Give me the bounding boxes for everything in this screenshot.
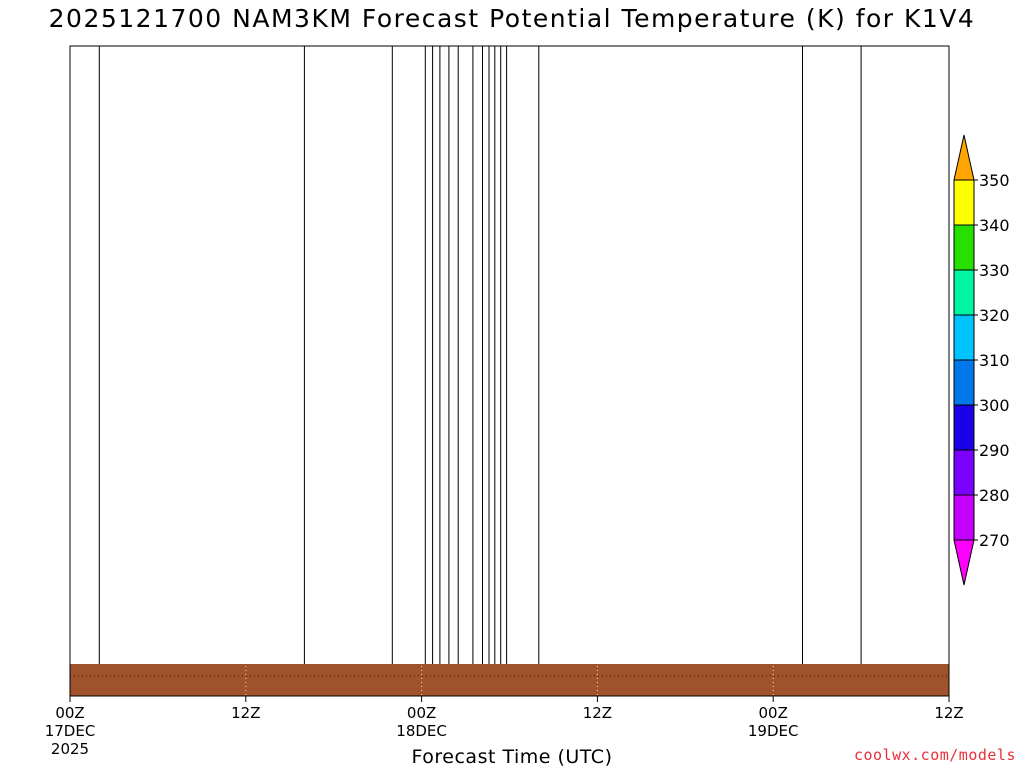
colorbar-segment [953, 314, 975, 361]
contour-line-336 [432, 46, 483, 696]
colorbar-segment [953, 269, 975, 316]
colorbar-label: 350 [979, 171, 1010, 190]
colorbar-label: 310 [979, 351, 1010, 370]
colorbar-segment [953, 179, 975, 226]
colorbar-bottom-arrow [953, 539, 975, 586]
x-tick-date: 18DEC [396, 722, 447, 740]
contour-line-328 [506, 46, 862, 696]
x-tick-date: 19DEC [748, 722, 799, 740]
contour-line-330 [98, 46, 949, 696]
ground-surface [70, 664, 949, 696]
contour-line-340 [448, 46, 459, 696]
colorbar-label: 280 [979, 486, 1010, 505]
x-tick-label: 12Z [934, 704, 963, 722]
grid-lines [70, 46, 949, 696]
colorbar-segment [953, 359, 975, 406]
colorbar: 350 340 330 320 310 300 290 280 270 [953, 134, 1010, 586]
colorbar-label: 340 [979, 216, 1010, 235]
credit-link[interactable]: coolwx.com/models [853, 746, 1016, 764]
x-tick-date: 17DEC [45, 722, 96, 740]
contour-lines [98, 46, 949, 696]
colorbar-label: 270 [979, 531, 1010, 550]
contour-line-334 [424, 46, 490, 696]
contour-line-338 [439, 46, 474, 696]
x-tick-label: 00Z [407, 704, 436, 722]
colorbar-label: 290 [979, 441, 1010, 460]
colorbar-label: 320 [979, 306, 1010, 325]
x-axis-label: Forecast Time (UTC) [411, 746, 613, 768]
colorbar-segment [953, 449, 975, 496]
contour-line-332 [391, 46, 496, 696]
colorbar-top-arrow [953, 134, 975, 181]
chart-title: 2025121700 NAM3KM Forecast Potential Tem… [48, 4, 976, 33]
colorbar-label: 330 [979, 261, 1010, 280]
x-tick-label: 12Z [231, 704, 260, 722]
contour-line-326 [538, 46, 803, 696]
x-tick-label: 00Z [55, 704, 84, 722]
colorbar-segment [953, 404, 975, 451]
plot-frame [69, 45, 950, 697]
x-tick-year: 2025 [51, 740, 89, 758]
colorbar-label: 300 [979, 396, 1010, 415]
x-tick-label: 00Z [759, 704, 788, 722]
colorbar-segment [953, 494, 975, 541]
colorbar-segment [953, 224, 975, 271]
x-tick-label: 12Z [583, 704, 612, 722]
